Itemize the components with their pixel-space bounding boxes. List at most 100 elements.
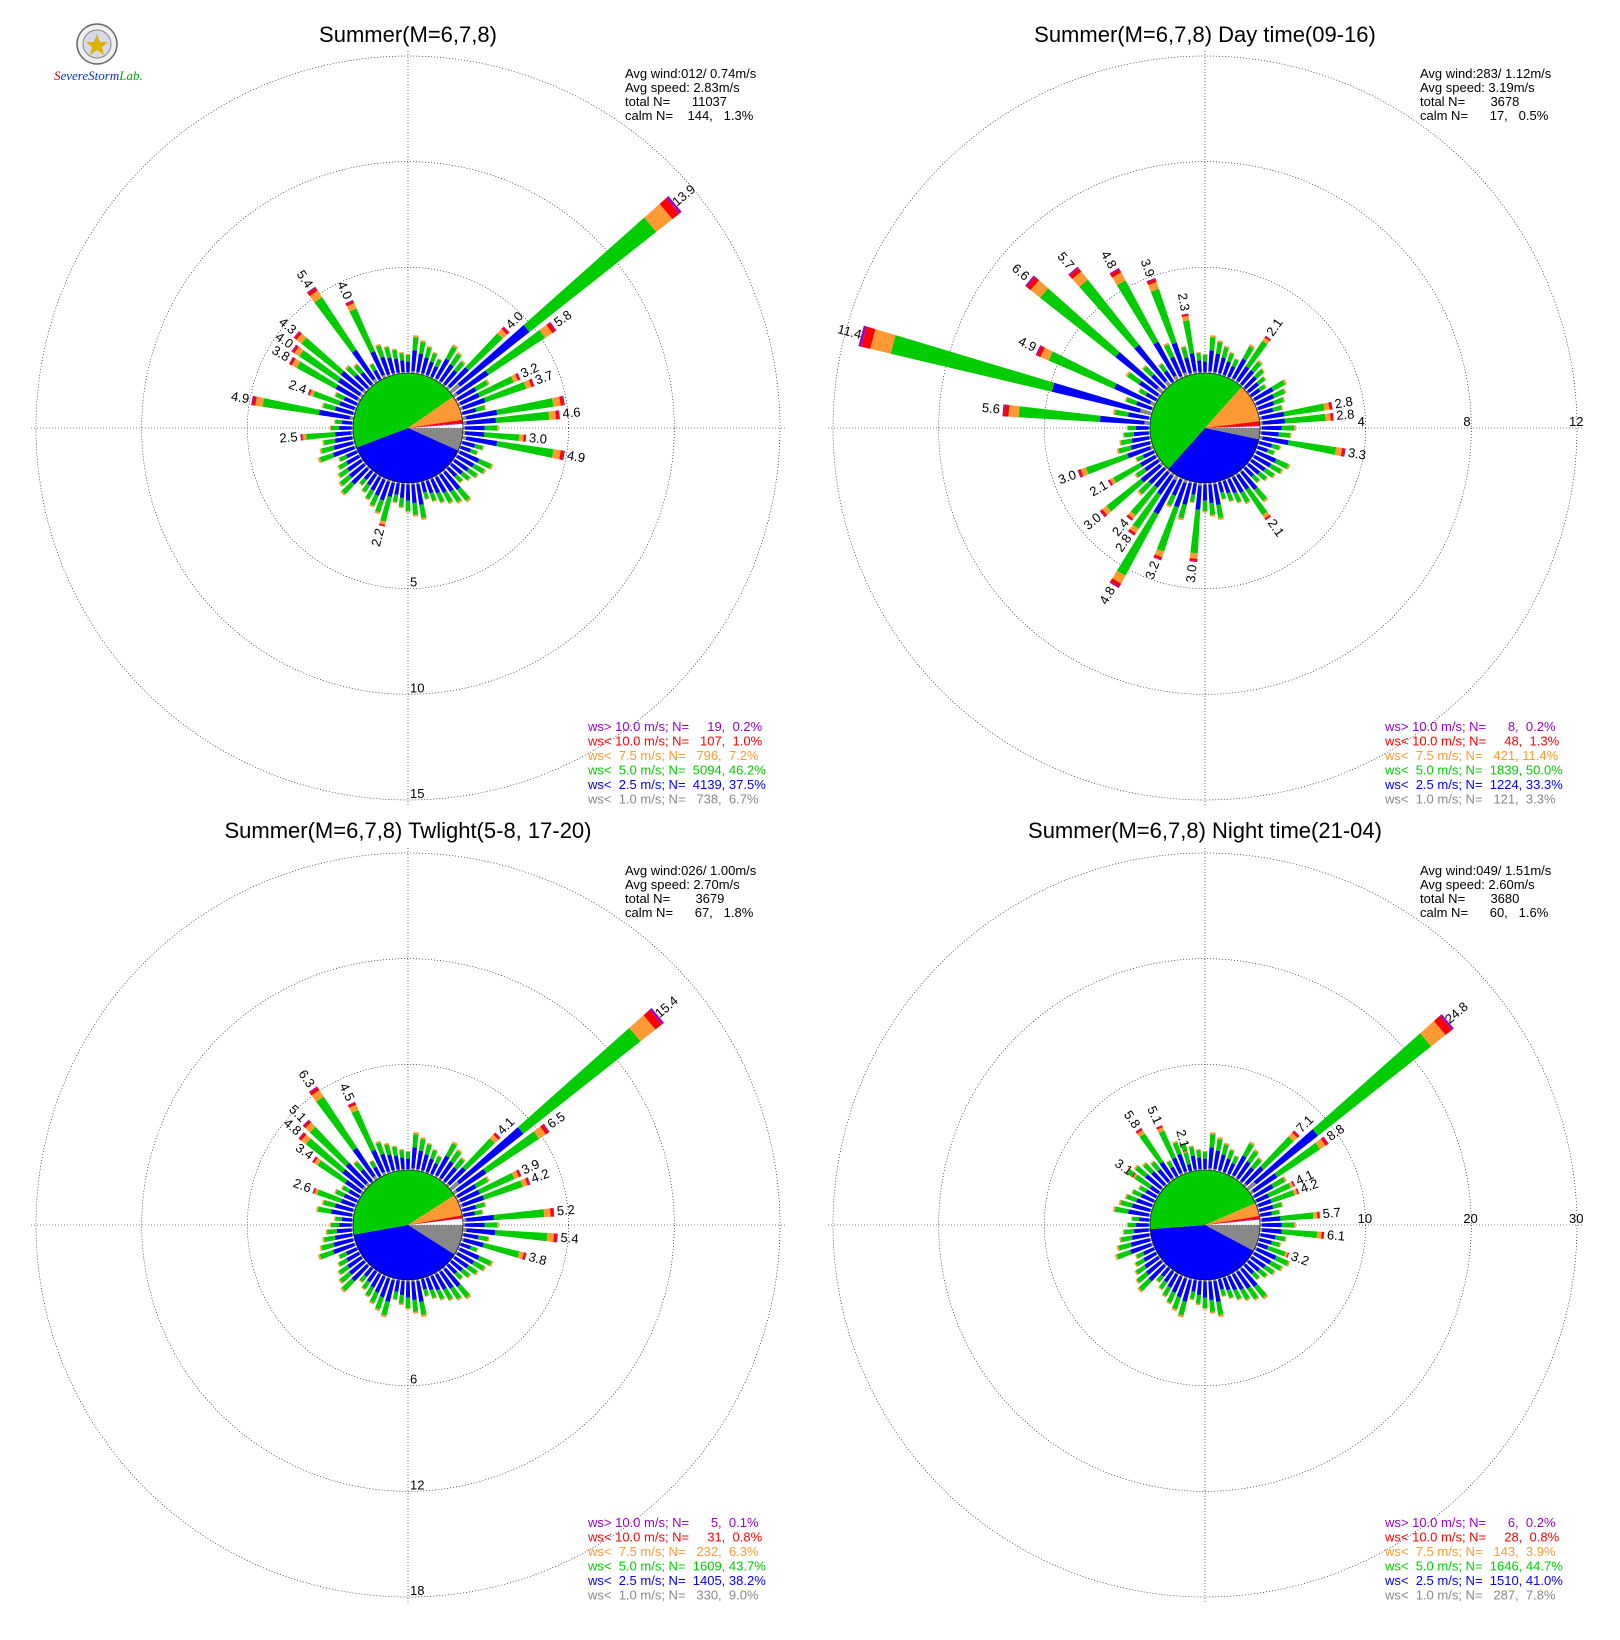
bar-segment [1170, 1166, 1179, 1178]
bar-segment [1233, 1288, 1242, 1300]
bar-label: 4.9 [230, 388, 250, 406]
bar-segment [1278, 445, 1282, 451]
info-line: calm N= 60, 1.6% [1420, 905, 1549, 920]
bar-segment [549, 1208, 554, 1217]
bar-segment [1256, 1242, 1259, 1246]
bar-segment [549, 321, 557, 332]
bar-segment [380, 1153, 391, 1173]
bar-segment [1124, 432, 1135, 438]
bar-segment [1330, 401, 1333, 410]
bar-segment [1145, 392, 1158, 402]
bar-segment [338, 1254, 341, 1260]
bar-segment [870, 329, 896, 354]
bar-segment [323, 1199, 336, 1208]
bar-segment [1234, 358, 1240, 361]
bar-segment [558, 410, 560, 420]
bar-segment [1131, 436, 1150, 444]
bar-segment [643, 1009, 662, 1030]
pie-slice [1205, 425, 1260, 428]
bar-segment [1035, 345, 1042, 356]
bar-segment [1106, 478, 1144, 512]
bar-segment [1282, 396, 1286, 402]
bar-segment [335, 431, 352, 437]
legend-entry: ws< 10.0 m/s; N= 107, 1.0% [587, 734, 763, 749]
bar-segment [1189, 558, 1198, 562]
bar-segment [1246, 390, 1250, 394]
bar-segment [369, 504, 375, 508]
panel-title: Summer(M=6,7,8) Night time(21-04) [1028, 818, 1382, 843]
bar-segment [1068, 266, 1079, 276]
bar-segment [1259, 1211, 1272, 1217]
bar-segment [1256, 376, 1266, 386]
bar-segment [1127, 412, 1150, 420]
bar-segment [1138, 1185, 1148, 1193]
bar-segment [1278, 1209, 1281, 1215]
bar-segment [1003, 404, 1010, 417]
bar-segment [1271, 1177, 1286, 1189]
bar-label: 4.9 [566, 448, 586, 466]
bar-segment [459, 1189, 480, 1203]
bar-segment [307, 388, 311, 395]
bar-segment [456, 1251, 475, 1265]
bar-segment [1191, 1279, 1197, 1292]
bar-segment [462, 421, 467, 425]
bar-segment [1129, 1242, 1153, 1255]
bar-segment [1272, 450, 1276, 456]
info-line: Avg wind:049/ 1.51m/s [1420, 863, 1552, 878]
bar-segment [345, 1179, 362, 1194]
bar-segment [1164, 344, 1175, 359]
bar-segment [1115, 351, 1159, 390]
bar-segment [474, 1177, 489, 1189]
bar-segment [337, 465, 341, 471]
bar-segment [1135, 1128, 1143, 1134]
info-line: Avg wind:283/ 1.12m/s [1420, 66, 1552, 81]
bar-segment [495, 411, 550, 423]
bar-segment [522, 1252, 527, 1260]
bar-segment [485, 1176, 490, 1182]
bar-segment [302, 1119, 310, 1127]
bar-segment [369, 1160, 377, 1169]
bar-segment [1340, 448, 1345, 457]
bar-segment [1251, 398, 1256, 402]
bar-segment [411, 371, 415, 374]
info-line: Avg speed: 2.60m/s [1420, 877, 1535, 892]
bar-segment [345, 299, 354, 305]
bar-segment [1182, 315, 1190, 322]
pie-slice [408, 396, 463, 428]
bar-segment [1118, 1199, 1122, 1205]
bar-segment [291, 344, 297, 352]
bar-segment [255, 396, 264, 407]
bar-segment [1202, 354, 1208, 362]
bar-segment [1153, 1199, 1156, 1204]
pie-slice [408, 1218, 463, 1225]
ring-label: 10 [410, 680, 424, 695]
bar-segment [454, 398, 459, 402]
bar-segment [405, 500, 411, 512]
bar-segment [443, 369, 458, 386]
pie-slice [408, 1215, 463, 1225]
bar-segment [1036, 345, 1045, 358]
bar-segment [515, 373, 521, 381]
bar-segment [1227, 352, 1235, 363]
bar-label: 2.2 [368, 527, 387, 548]
bar-segment [430, 1162, 439, 1175]
bar-segment [351, 349, 376, 381]
bar-segment [1233, 491, 1242, 503]
legend-entry: ws< 10.0 m/s; N= 28, 0.8% [1384, 1530, 1560, 1545]
bar-segment [494, 1230, 548, 1242]
bar-segment [1245, 500, 1251, 505]
bar-segment [1154, 470, 1170, 489]
bar-label: 6.3 [295, 1067, 318, 1090]
bar-segment [305, 1138, 346, 1174]
bar-segment [1262, 1228, 1282, 1234]
bar-segment [334, 1188, 338, 1194]
ring-label: 15 [410, 786, 424, 801]
bar-segment [1251, 454, 1255, 458]
bar-segment [423, 491, 429, 500]
bar-segment [1259, 1223, 1262, 1227]
bar-segment [644, 203, 673, 232]
bar-segment [1240, 369, 1255, 386]
bar-label: 2.8 [1336, 406, 1355, 423]
ring-label: 10 [1358, 1211, 1372, 1226]
bar-segment [462, 1138, 495, 1171]
